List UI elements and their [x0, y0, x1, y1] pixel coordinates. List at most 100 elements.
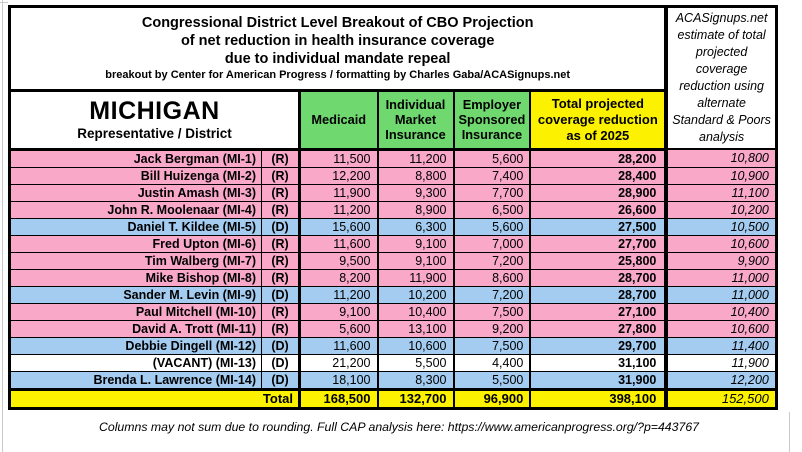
medicaid-value: 9,500	[298, 251, 379, 270]
alt-estimate-value: 11,100	[664, 183, 777, 202]
title-line-1: Congressional District Level Breakout of…	[141, 15, 534, 32]
rep-party: (R)	[261, 200, 301, 219]
alt-estimate-value: 11,000	[664, 285, 777, 304]
medicaid-value: 8,200	[298, 268, 379, 287]
total-projected-value: 27,100	[529, 302, 668, 321]
medicaid-value: 11,600	[298, 234, 379, 253]
total-projected-value: 29,700	[529, 336, 668, 355]
rep-name: Paul Mitchell (MI-10)	[9, 302, 262, 321]
individual-market-value: 8,900	[376, 200, 455, 219]
rep-name: Sander M. Levin (MI-9)	[9, 285, 262, 304]
rep-name: Jack Bergman (MI-1)	[9, 148, 262, 168]
table-row-mi12: Debbie Dingell (MI-12) (D) 11,600 10,600…	[9, 336, 777, 355]
representative-district-label: Representative / District	[77, 125, 232, 141]
rep-party: (D)	[261, 370, 301, 390]
medicaid-value: 12,200	[298, 166, 379, 185]
total-projected-value: 25,800	[529, 251, 668, 270]
table-row-mi1: Jack Bergman (MI-1) (R) 11,500 11,200 5,…	[9, 148, 777, 168]
rep-party: (D)	[261, 217, 301, 236]
employer-sponsored-value: 7,200	[452, 285, 532, 304]
medicaid-value: 18,100	[298, 370, 379, 390]
total-projected-value: 28,400	[529, 166, 668, 185]
rep-name: Justin Amash (MI-3)	[9, 183, 262, 202]
rep-name: Daniel T. Kildee (MI-5)	[9, 217, 262, 236]
rep-party: (R)	[261, 251, 301, 270]
individual-market-value: 13,100	[376, 319, 455, 338]
employer-sponsored-value: 7,400	[452, 166, 532, 185]
rep-name: Fred Upton (MI-6)	[9, 234, 262, 253]
spreadsheet-gridline-right	[789, 412, 790, 452]
total-projected-value: 27,500	[529, 217, 668, 236]
individual-market-value: 10,200	[376, 285, 455, 304]
rep-party: (R)	[261, 302, 301, 321]
total-projected-value: 31,900	[529, 370, 668, 390]
table-row-mi8: Mike Bishop (MI-8) (R) 8,200 11,900 8,60…	[9, 268, 777, 287]
rep-name: Tim Walberg (MI-7)	[9, 251, 262, 270]
medicaid-value: 5,600	[298, 319, 379, 338]
medicaid-value: 21,200	[298, 353, 379, 372]
medicaid-value: 11,200	[298, 200, 379, 219]
medicaid-value: 11,500	[298, 148, 379, 168]
title-line-2: of net reduction in health insurance cov…	[180, 33, 495, 50]
employer-sponsored-value: 7,500	[452, 302, 532, 321]
rep-name: Mike Bishop (MI-8)	[9, 268, 262, 287]
rep-party: (R)	[261, 234, 301, 253]
employer-sponsored-value: 5,600	[452, 148, 532, 168]
rep-name: Brenda L. Lawrence (MI-14)	[9, 370, 262, 390]
table-row-mi4: John R. Moolenaar (MI-4) (R) 11,200 8,90…	[9, 200, 777, 219]
medicaid-value: 11,600	[298, 336, 379, 355]
total-projected-value: 27,700	[529, 234, 668, 253]
rep-party: (D)	[261, 336, 301, 355]
column-header-individual-market: Individual Market Insurance	[376, 89, 455, 151]
rep-name: (VACANT) (MI-13)	[9, 353, 262, 372]
total-employer-sponsored-value: 96,900	[452, 387, 532, 409]
table-row-mi2: Bill Huizenga (MI-2) (R) 12,200 8,800 7,…	[9, 166, 777, 185]
table-row-mi7: Tim Walberg (MI-7) (R) 9,500 9,100 7,200…	[9, 251, 777, 270]
table-row-mi5: Daniel T. Kildee (MI-5) (D) 15,600 6,300…	[9, 217, 777, 236]
state-header-cell: MICHIGAN Representative / District	[9, 89, 301, 151]
rep-party: (R)	[261, 148, 301, 168]
alt-estimate-value: 12,200	[664, 370, 777, 390]
total-projected-value: 31,100	[529, 353, 668, 372]
rep-party: (R)	[261, 166, 301, 185]
employer-sponsored-value: 7,000	[452, 234, 532, 253]
medicaid-value: 15,600	[298, 217, 379, 236]
column-header-medicaid: Medicaid	[298, 89, 379, 151]
employer-sponsored-value: 7,700	[452, 183, 532, 202]
total-alt-estimate-value: 152,500	[664, 387, 777, 409]
total-projected-value: 28,700	[529, 268, 668, 287]
table-row-mi9: Sander M. Levin (MI-9) (D) 11,200 10,200…	[9, 285, 777, 304]
state-name: MICHIGAN	[89, 96, 220, 125]
medicaid-value: 9,100	[298, 302, 379, 321]
individual-market-value: 11,900	[376, 268, 455, 287]
rep-party: (R)	[261, 268, 301, 287]
table-row-mi14: Brenda L. Lawrence (MI-14) (D) 18,100 8,…	[9, 370, 777, 390]
table-row-mi11: David A. Trott (MI-11) (R) 5,600 13,100 …	[9, 319, 777, 338]
total-individual-market-value: 132,700	[376, 387, 455, 409]
total-medicaid-value: 168,500	[298, 387, 379, 409]
cbo-projection-table: Congressional District Level Breakout of…	[8, 5, 778, 410]
rep-name: David A. Trott (MI-11)	[9, 319, 262, 338]
spreadsheet-gridline-top	[0, 2, 8, 3]
total-projected-value: 26,600	[529, 200, 668, 219]
alt-estimate-value: 10,800	[664, 148, 777, 168]
employer-sponsored-value: 8,600	[452, 268, 532, 287]
individual-market-value: 9,300	[376, 183, 455, 202]
individual-market-value: 11,200	[376, 148, 455, 168]
rep-name: Debbie Dingell (MI-12)	[9, 336, 262, 355]
medicaid-value: 11,200	[298, 285, 379, 304]
total-projected-grand-value: 398,100	[529, 387, 668, 409]
total-projected-value: 28,200	[529, 148, 668, 168]
employer-sponsored-value: 7,200	[452, 251, 532, 270]
rep-party: (D)	[261, 353, 301, 372]
table-row-mi10: Paul Mitchell (MI-10) (R) 9,100 10,400 7…	[9, 302, 777, 321]
total-projected-value: 28,900	[529, 183, 668, 202]
medicaid-value: 11,900	[298, 183, 379, 202]
alt-estimate-value: 10,400	[664, 302, 777, 321]
alt-estimate-value: 10,600	[664, 319, 777, 338]
table-row-mi3: Justin Amash (MI-3) (R) 11,900 9,300 7,7…	[9, 183, 777, 202]
table-title: Congressional District Level Breakout of…	[9, 6, 667, 92]
individual-market-value: 5,500	[376, 353, 455, 372]
table-row-mi13: (VACANT) (MI-13) (D) 21,200 5,500 4,400 …	[9, 353, 777, 372]
title-row: Congressional District Level Breakout of…	[9, 6, 777, 150]
